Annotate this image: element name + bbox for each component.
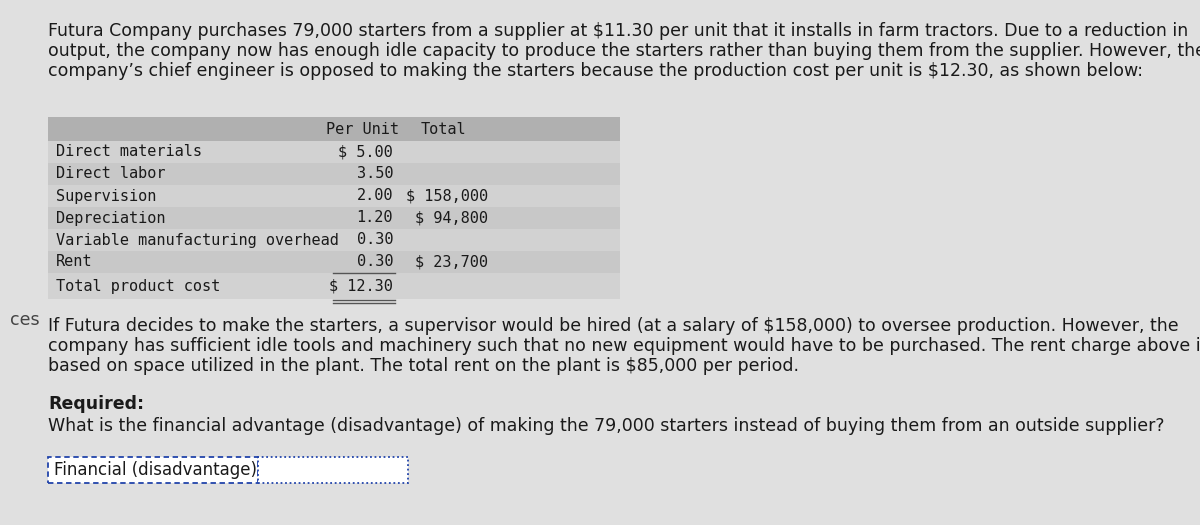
Text: Required:: Required: bbox=[48, 395, 144, 413]
Text: $ 12.30: $ 12.30 bbox=[329, 278, 394, 293]
Text: company’s chief engineer is opposed to making the starters because the productio: company’s chief engineer is opposed to m… bbox=[48, 62, 1142, 80]
Text: Direct labor: Direct labor bbox=[56, 166, 166, 182]
Text: Direct materials: Direct materials bbox=[56, 144, 202, 160]
Bar bbox=[48, 185, 620, 207]
Bar bbox=[48, 117, 620, 141]
Text: based on space utilized in the plant. The total rent on the plant is $85,000 per: based on space utilized in the plant. Th… bbox=[48, 357, 799, 375]
Text: Total: Total bbox=[420, 121, 466, 136]
Text: Futura Company purchases 79,000 starters from a supplier at $11.30 per unit that: Futura Company purchases 79,000 starters… bbox=[48, 22, 1188, 40]
Text: Financial (disadvantage): Financial (disadvantage) bbox=[54, 461, 257, 479]
Text: $ 158,000: $ 158,000 bbox=[406, 188, 488, 204]
Text: Variable manufacturing overhead: Variable manufacturing overhead bbox=[56, 233, 338, 247]
Bar bbox=[48, 273, 620, 299]
Text: What is the financial advantage (disadvantage) of making the 79,000 starters ins: What is the financial advantage (disadva… bbox=[48, 417, 1164, 435]
Text: Total product cost: Total product cost bbox=[56, 278, 221, 293]
Text: Per Unit: Per Unit bbox=[326, 121, 400, 136]
Text: Supervision: Supervision bbox=[56, 188, 156, 204]
Bar bbox=[48, 163, 620, 185]
FancyBboxPatch shape bbox=[48, 457, 258, 483]
Bar bbox=[48, 141, 620, 163]
Text: 1.20: 1.20 bbox=[356, 211, 394, 226]
Text: 0.30: 0.30 bbox=[356, 233, 394, 247]
Text: 3.50: 3.50 bbox=[356, 166, 394, 182]
Bar bbox=[48, 251, 620, 273]
Text: Rent: Rent bbox=[56, 255, 92, 269]
Text: $ 94,800: $ 94,800 bbox=[415, 211, 488, 226]
FancyBboxPatch shape bbox=[258, 457, 408, 483]
Text: If Futura decides to make the starters, a supervisor would be hired (at a salary: If Futura decides to make the starters, … bbox=[48, 317, 1178, 335]
Text: Depreciation: Depreciation bbox=[56, 211, 166, 226]
Bar bbox=[48, 207, 620, 229]
Text: company has sufficient idle tools and machinery such that no new equipment would: company has sufficient idle tools and ma… bbox=[48, 337, 1200, 355]
Text: 2.00: 2.00 bbox=[356, 188, 394, 204]
Text: $ 23,700: $ 23,700 bbox=[415, 255, 488, 269]
Bar bbox=[48, 229, 620, 251]
Text: 0.30: 0.30 bbox=[356, 255, 394, 269]
Text: ces: ces bbox=[10, 311, 40, 329]
Text: output, the company now has enough idle capacity to produce the starters rather : output, the company now has enough idle … bbox=[48, 42, 1200, 60]
Text: $ 5.00: $ 5.00 bbox=[338, 144, 394, 160]
